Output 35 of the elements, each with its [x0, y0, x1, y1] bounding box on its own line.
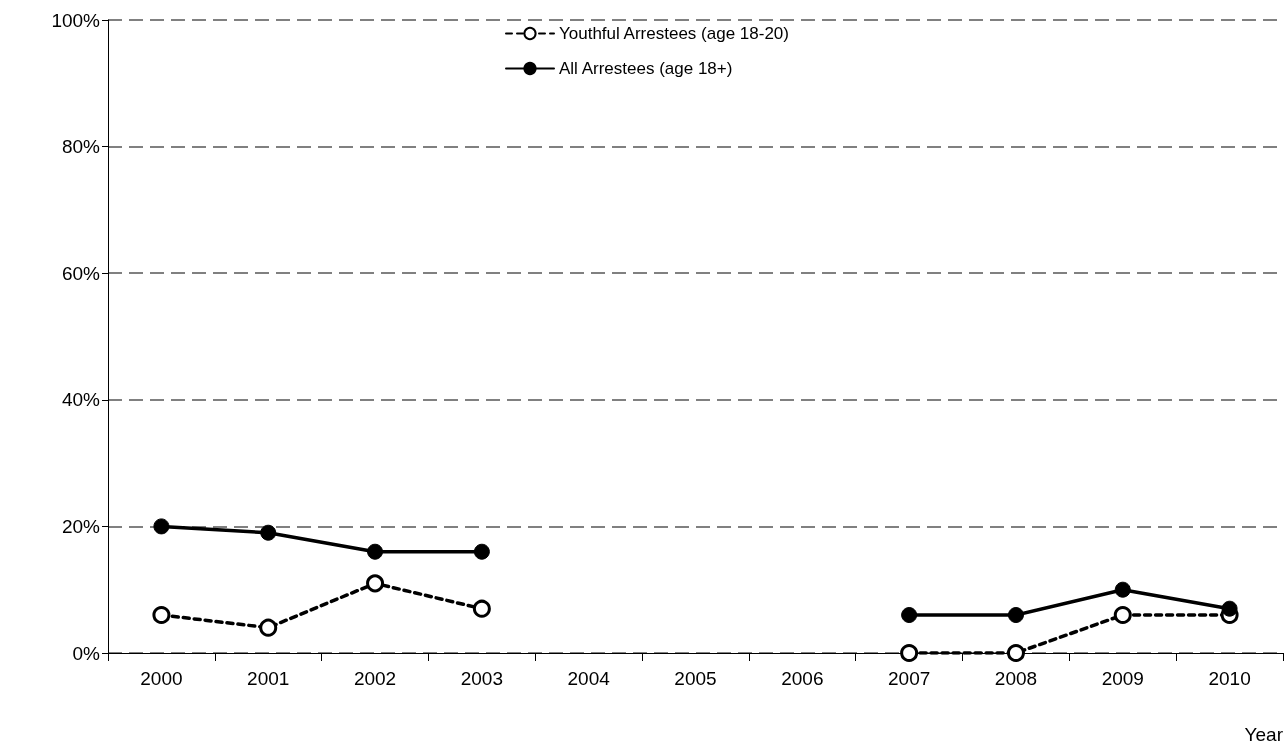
- point: [473, 543, 490, 560]
- x-axis-title: Year: [1244, 724, 1284, 745]
- point: [1113, 606, 1132, 625]
- point: [1007, 607, 1024, 624]
- point: [901, 607, 918, 624]
- y-tick-label: 40%: [61, 389, 101, 411]
- point: [472, 599, 491, 618]
- point: [1221, 600, 1238, 617]
- point: [259, 618, 278, 637]
- y-tick-label: 0%: [72, 642, 101, 664]
- x-tick-label: 2004: [567, 668, 611, 689]
- point: [366, 574, 385, 593]
- point: [900, 644, 919, 662]
- x-tick-label: 2000: [140, 668, 183, 689]
- x-tick-label: 2009: [1101, 668, 1144, 689]
- y-tick-label: 80%: [61, 136, 101, 158]
- y-tick-label: 100%: [51, 9, 101, 31]
- point: [152, 606, 171, 625]
- legend-label: Youthful Arrestees (age 18-20): [559, 24, 789, 43]
- point: [153, 518, 170, 535]
- x-tick-label: 2003: [460, 668, 503, 689]
- x-tick-label: 2010: [1208, 668, 1251, 689]
- x-tick-label: 2001: [247, 668, 290, 689]
- x-tick-label: 2006: [781, 668, 824, 689]
- x-tick-label: 2005: [674, 668, 717, 689]
- point: [1006, 644, 1025, 662]
- point: [367, 543, 384, 560]
- legend-label: All Arrestees (age 18+): [559, 59, 733, 78]
- y-tick-label: 60%: [61, 262, 101, 284]
- point: [260, 524, 277, 541]
- y-tick-label: 20%: [61, 515, 101, 537]
- point: [1114, 581, 1131, 598]
- x-tick-label: 2007: [888, 668, 931, 689]
- x-tick-label: 2002: [353, 668, 397, 689]
- x-tick-label: 2008: [994, 668, 1038, 689]
